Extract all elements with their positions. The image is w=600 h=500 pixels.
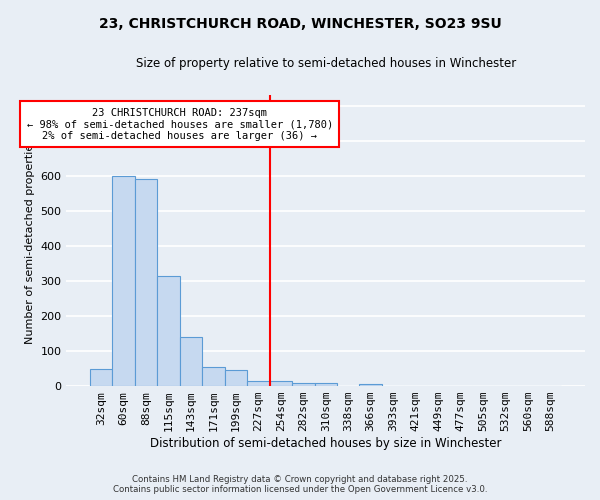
Text: 23, CHRISTCHURCH ROAD, WINCHESTER, SO23 9SU: 23, CHRISTCHURCH ROAD, WINCHESTER, SO23 … [98,18,502,32]
Text: 23 CHRISTCHURCH ROAD: 237sqm
← 98% of semi-detached houses are smaller (1,780)
2: 23 CHRISTCHURCH ROAD: 237sqm ← 98% of se… [27,108,333,140]
X-axis label: Distribution of semi-detached houses by size in Winchester: Distribution of semi-detached houses by … [150,437,502,450]
Bar [180,337,202,386]
Bar [269,381,292,386]
Y-axis label: Number of semi-detached properties: Number of semi-detached properties [25,138,35,344]
Text: Contains HM Land Registry data © Crown copyright and database right 2025.
Contai: Contains HM Land Registry data © Crown c… [113,474,487,494]
Bar [112,176,135,386]
Bar [157,276,180,386]
Title: Size of property relative to semi-detached houses in Winchester: Size of property relative to semi-detach… [136,58,516,70]
Bar [135,180,157,386]
Bar [359,384,382,386]
Bar [292,382,314,386]
Bar [202,367,225,386]
Bar [314,384,337,386]
Bar [225,370,247,386]
Bar [247,381,269,386]
Bar [90,368,112,386]
